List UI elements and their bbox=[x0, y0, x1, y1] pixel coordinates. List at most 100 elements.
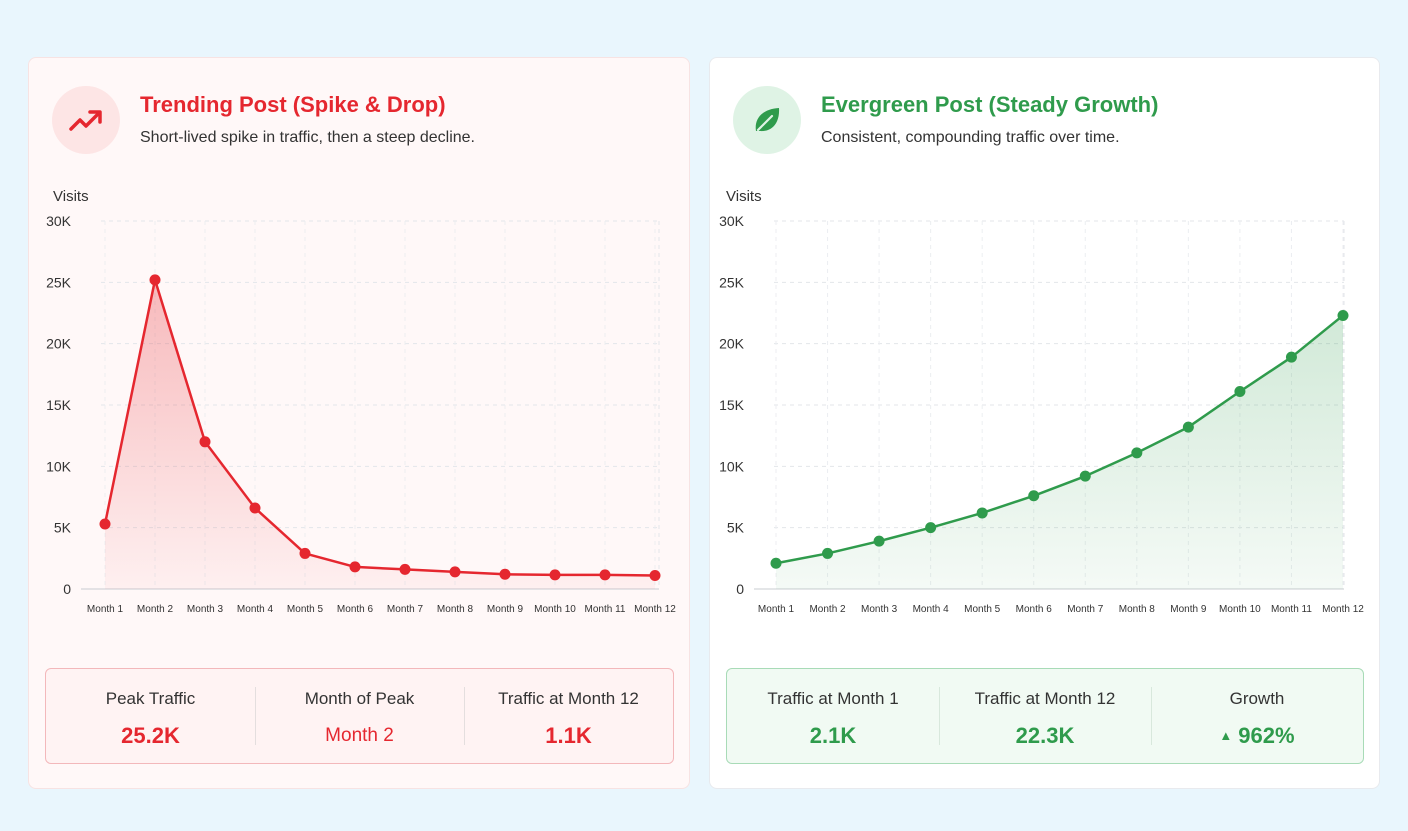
y-tick-label: 10K bbox=[46, 458, 72, 474]
x-tick-label: Month 9 bbox=[1170, 604, 1207, 615]
x-tick-label: Month 8 bbox=[437, 604, 474, 615]
stat-label: Month of Peak bbox=[304, 689, 415, 708]
series-line bbox=[775, 314, 1344, 565]
x-tick-label: Month 7 bbox=[387, 604, 424, 615]
data-point bbox=[299, 547, 311, 559]
x-tick-label: Month 4 bbox=[237, 604, 274, 615]
x-tick-label: Month 1 bbox=[758, 604, 795, 615]
stat-value: 25.2K bbox=[121, 723, 180, 748]
x-tick-label: Month 4 bbox=[913, 604, 950, 615]
trending-stats-panel: Peak Traffic 25.2K Month of Peak Month 2… bbox=[45, 668, 674, 764]
evergreen-title: Evergreen Post (Steady Growth) bbox=[821, 92, 1159, 117]
data-point bbox=[1285, 351, 1297, 363]
series-line bbox=[103, 278, 656, 577]
x-tick-label: Month 12 bbox=[634, 604, 676, 615]
y-tick-label: 15K bbox=[46, 397, 72, 413]
data-point bbox=[99, 518, 111, 530]
stat-value: Month 2 bbox=[325, 725, 394, 746]
y-tick-label: 30K bbox=[46, 213, 72, 229]
data-point bbox=[599, 569, 611, 581]
x-tick-label: Month 8 bbox=[1119, 604, 1156, 615]
data-point bbox=[1234, 386, 1246, 398]
data-point bbox=[399, 563, 411, 575]
x-tick-label: Month 5 bbox=[287, 604, 324, 615]
stat-growth: Growth ▲ 962% bbox=[1151, 669, 1363, 763]
y-tick-label: 25K bbox=[46, 274, 72, 290]
trending-title: Trending Post (Spike & Drop) bbox=[140, 92, 446, 117]
trending-icon-badge bbox=[52, 86, 120, 154]
y-tick-label: 30K bbox=[719, 213, 745, 229]
x-tick-label: Month 7 bbox=[1067, 604, 1104, 615]
trending-subtitle: Short-lived spike in traffic, then a ste… bbox=[140, 129, 475, 146]
x-tick-label: Month 6 bbox=[1016, 604, 1053, 615]
y-tick-label: 5K bbox=[54, 520, 72, 536]
evergreen-chart: Visits 0 5K 10K 15K 20K 25K 30K Month 1 Month 2 Mo… bbox=[719, 188, 1364, 615]
series-area bbox=[776, 315, 1343, 589]
x-tick-label: Month 11 bbox=[1271, 604, 1312, 615]
evergreen-card: Evergreen Post (Steady Growth) Consisten… bbox=[709, 57, 1380, 789]
data-point bbox=[873, 535, 885, 547]
data-point bbox=[649, 570, 661, 582]
stat-peak-traffic: Peak Traffic 25.2K bbox=[46, 669, 255, 763]
x-tick-label: Month 10 bbox=[534, 604, 576, 615]
stat-value: 2.1K bbox=[809, 723, 857, 748]
stat-value: 22.3K bbox=[1015, 723, 1075, 748]
y-tick-label: 10K bbox=[719, 458, 745, 474]
stat-label: Peak Traffic bbox=[105, 689, 196, 708]
leaf-icon bbox=[755, 108, 780, 132]
evergreen-subtitle: Consistent, compounding traffic over tim… bbox=[821, 129, 1120, 146]
stat-value: ▲ 962% bbox=[1219, 723, 1294, 749]
trending-card: Trending Post (Spike & Drop) Short-lived… bbox=[28, 57, 690, 789]
data-point bbox=[1079, 470, 1091, 482]
x-tick-label: Month 3 bbox=[861, 604, 898, 615]
y-tick-label: 20K bbox=[46, 336, 72, 352]
trending-chart: Visits 0 5K 10K 15K 20K 25K 30K Month 1 Month 2 Mo… bbox=[46, 188, 676, 615]
data-point bbox=[149, 274, 161, 286]
evergreen-stats-panel: Traffic at Month 1 2.1K Traffic at Month… bbox=[726, 668, 1364, 764]
stat-traffic-month-12: Traffic at Month 12 22.3K bbox=[939, 669, 1151, 763]
data-point bbox=[199, 436, 211, 448]
data-point bbox=[925, 522, 937, 534]
y-tick-label: 20K bbox=[719, 336, 745, 352]
evergreen-icon-badge bbox=[733, 86, 801, 154]
y-tick-label: 0 bbox=[736, 581, 744, 597]
stat-label: Traffic at Month 12 bbox=[974, 689, 1116, 708]
x-tick-label: Month 6 bbox=[337, 604, 374, 615]
arrow-up-icon: ▲ bbox=[1219, 728, 1233, 743]
stat-label: Traffic at Month 1 bbox=[767, 689, 899, 708]
series-area bbox=[105, 279, 655, 589]
stat-traffic-month-1: Traffic at Month 1 2.1K bbox=[727, 669, 939, 763]
x-tick-label: Month 12 bbox=[1322, 604, 1364, 615]
data-point bbox=[770, 557, 782, 569]
y-tick-label: 25K bbox=[719, 274, 745, 290]
x-tick-label: Month 9 bbox=[487, 604, 524, 615]
data-point bbox=[1182, 421, 1194, 433]
x-tick-label: Month 10 bbox=[1219, 604, 1261, 615]
x-tick-label: Month 1 bbox=[87, 604, 124, 615]
data-point bbox=[1028, 490, 1040, 502]
data-point bbox=[976, 507, 988, 519]
data-point bbox=[1131, 447, 1143, 459]
data-point bbox=[822, 547, 834, 559]
data-point bbox=[449, 566, 461, 578]
y-axis-title: Visits bbox=[53, 188, 89, 205]
x-tick-label: Month 2 bbox=[809, 604, 846, 615]
x-tick-label: Month 2 bbox=[137, 604, 174, 615]
data-point bbox=[1337, 309, 1349, 321]
data-point bbox=[549, 569, 561, 581]
stat-label: Growth bbox=[1229, 689, 1285, 708]
stat-value: 1.1K bbox=[545, 723, 592, 748]
y-axis-title: Visits bbox=[726, 188, 762, 205]
y-tick-label: 5K bbox=[727, 520, 745, 536]
x-tick-label: Month 3 bbox=[187, 604, 224, 615]
data-point bbox=[499, 568, 511, 580]
stat-month-of-peak: Month of Peak Month 2 bbox=[255, 669, 464, 763]
stat-traffic-month-12: Traffic at Month 12 1.1K bbox=[464, 669, 673, 763]
data-point bbox=[349, 561, 361, 573]
y-tick-label: 15K bbox=[719, 397, 745, 413]
y-tick-label: 0 bbox=[63, 581, 71, 597]
x-tick-label: Month 5 bbox=[964, 604, 1001, 615]
stat-label: Traffic at Month 12 bbox=[498, 689, 639, 708]
data-point bbox=[249, 502, 261, 514]
trending-up-icon bbox=[69, 110, 102, 131]
